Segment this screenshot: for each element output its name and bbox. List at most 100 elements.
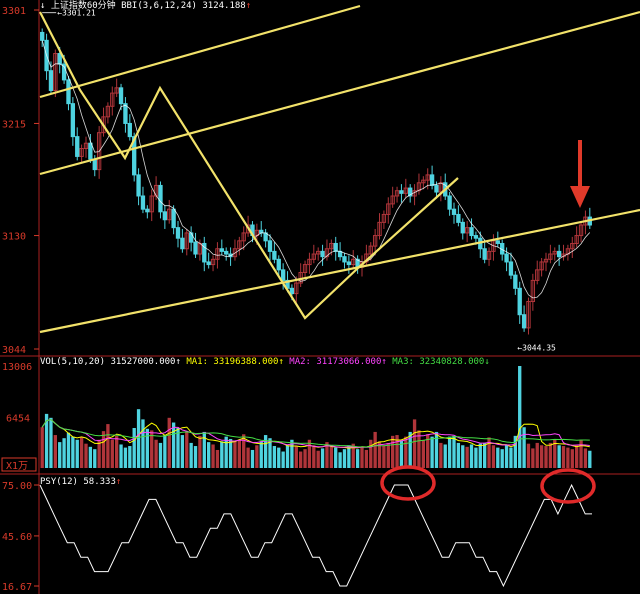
- volume-bar: [193, 446, 198, 468]
- volume-bar: [101, 431, 106, 468]
- volume-bar: [220, 441, 224, 468]
- trendline-zigzag: [39, 11, 359, 320]
- volume-value: 31527000.000↑: [110, 357, 180, 367]
- volume-bar: [434, 431, 439, 468]
- volume-bar: [360, 446, 364, 468]
- candle-body: [219, 248, 224, 252]
- volume-bar: [588, 450, 592, 468]
- candle-body: [171, 208, 176, 229]
- candle-body: [390, 195, 395, 205]
- candle-body: [552, 250, 557, 255]
- candle-body: [132, 136, 137, 176]
- candle-body: [421, 179, 426, 184]
- volume-bar: [198, 435, 202, 468]
- volume-bar: [364, 449, 369, 468]
- volume-bar: [377, 441, 382, 468]
- candle-body: [316, 250, 321, 255]
- volume-ma1: MA1: 33196388.000↑: [181, 357, 284, 367]
- price-tick-label: 3130: [2, 232, 26, 243]
- volume-bar: [97, 439, 101, 468]
- volume-ma3: MA3: 32340828.000↓: [387, 357, 490, 367]
- trendline-mid-channel: [39, 10, 640, 176]
- candle-body: [40, 31, 45, 41]
- candle-body: [570, 242, 575, 250]
- volume-bar: [539, 445, 544, 468]
- candle-body: [473, 235, 479, 239]
- volume-bar: [250, 449, 255, 468]
- candle-body: [79, 148, 84, 157]
- candle-body: [351, 258, 356, 266]
- candle-body: [548, 253, 553, 260]
- candle-body: [521, 314, 527, 329]
- volume-label: VOL(5,10,20): [40, 357, 110, 367]
- volume-bar: [163, 435, 167, 468]
- candle-body: [320, 250, 325, 258]
- price-panel: [39, 4, 640, 335]
- volume-bar: [548, 442, 553, 468]
- candle-body: [408, 187, 413, 197]
- candle-body: [539, 261, 544, 271]
- candle-body: [495, 240, 500, 244]
- candle-body: [61, 63, 67, 81]
- candle-body: [386, 203, 391, 215]
- volume-unit-box: [1, 457, 37, 472]
- trendline-upper-channel: [39, 4, 361, 99]
- candle-body: [307, 258, 312, 266]
- volume-bar: [557, 445, 561, 468]
- volume-bar: [132, 428, 136, 468]
- volume-bar: [75, 439, 79, 468]
- volume-bar: [404, 436, 408, 468]
- candle-body: [267, 240, 273, 252]
- volume-bar: [299, 451, 303, 468]
- candle-body: [96, 132, 102, 171]
- volume-bar: [491, 445, 496, 468]
- candle-body: [434, 184, 439, 193]
- price-indicator: BBI(3,6,12,24): [121, 1, 202, 11]
- volume-bar: [583, 448, 588, 468]
- candle-body: [324, 248, 330, 258]
- volume-bar: [123, 447, 128, 468]
- psy-line: [39, 483, 592, 588]
- volume-bar: [281, 451, 285, 468]
- volume-bar: [382, 445, 386, 468]
- volume-bar: [334, 447, 338, 468]
- volume-bar: [285, 445, 290, 468]
- candle-body: [456, 213, 461, 223]
- candle-body: [464, 227, 470, 234]
- candle-body: [333, 242, 338, 252]
- candle-body: [202, 242, 207, 263]
- price-tick-label: 3301: [2, 6, 26, 17]
- volume-bar: [119, 444, 123, 468]
- volume-bar: [268, 438, 272, 468]
- volume-bar: [391, 435, 395, 468]
- candle-body: [70, 103, 76, 138]
- candle-body: [399, 190, 404, 194]
- volume-bar: [474, 447, 478, 468]
- candle-body: [158, 184, 163, 213]
- volume-bar: [255, 445, 259, 468]
- volume-bar: [447, 436, 452, 468]
- candle-body: [403, 187, 408, 194]
- bbi-line: [41, 40, 591, 299]
- volume-bar: [316, 450, 320, 468]
- volume-bar: [272, 446, 277, 468]
- candle-body: [140, 195, 146, 210]
- volume-bar: [320, 448, 325, 468]
- up-arrow-icon: ↑: [116, 477, 121, 487]
- volume-bar: [465, 446, 469, 468]
- volume-bar: [40, 427, 44, 468]
- volume-bar: [106, 424, 110, 468]
- volume-bar: [141, 419, 145, 468]
- volume-bar: [443, 444, 447, 468]
- candle-body: [346, 261, 352, 266]
- volume-bar: [421, 439, 425, 468]
- axis-labels: 3301 3215 3130 3044 13006 6454 X1万 75.00 45.60 16…: [1, 6, 37, 593]
- candle-body: [289, 287, 295, 295]
- candle-body: [136, 174, 141, 197]
- candle-body: [188, 232, 194, 243]
- candle-body: [48, 70, 54, 91]
- volume-bar: [150, 430, 154, 468]
- volume-bar: [145, 428, 149, 468]
- volume-bar: [202, 431, 206, 468]
- volume-bar: [452, 435, 456, 468]
